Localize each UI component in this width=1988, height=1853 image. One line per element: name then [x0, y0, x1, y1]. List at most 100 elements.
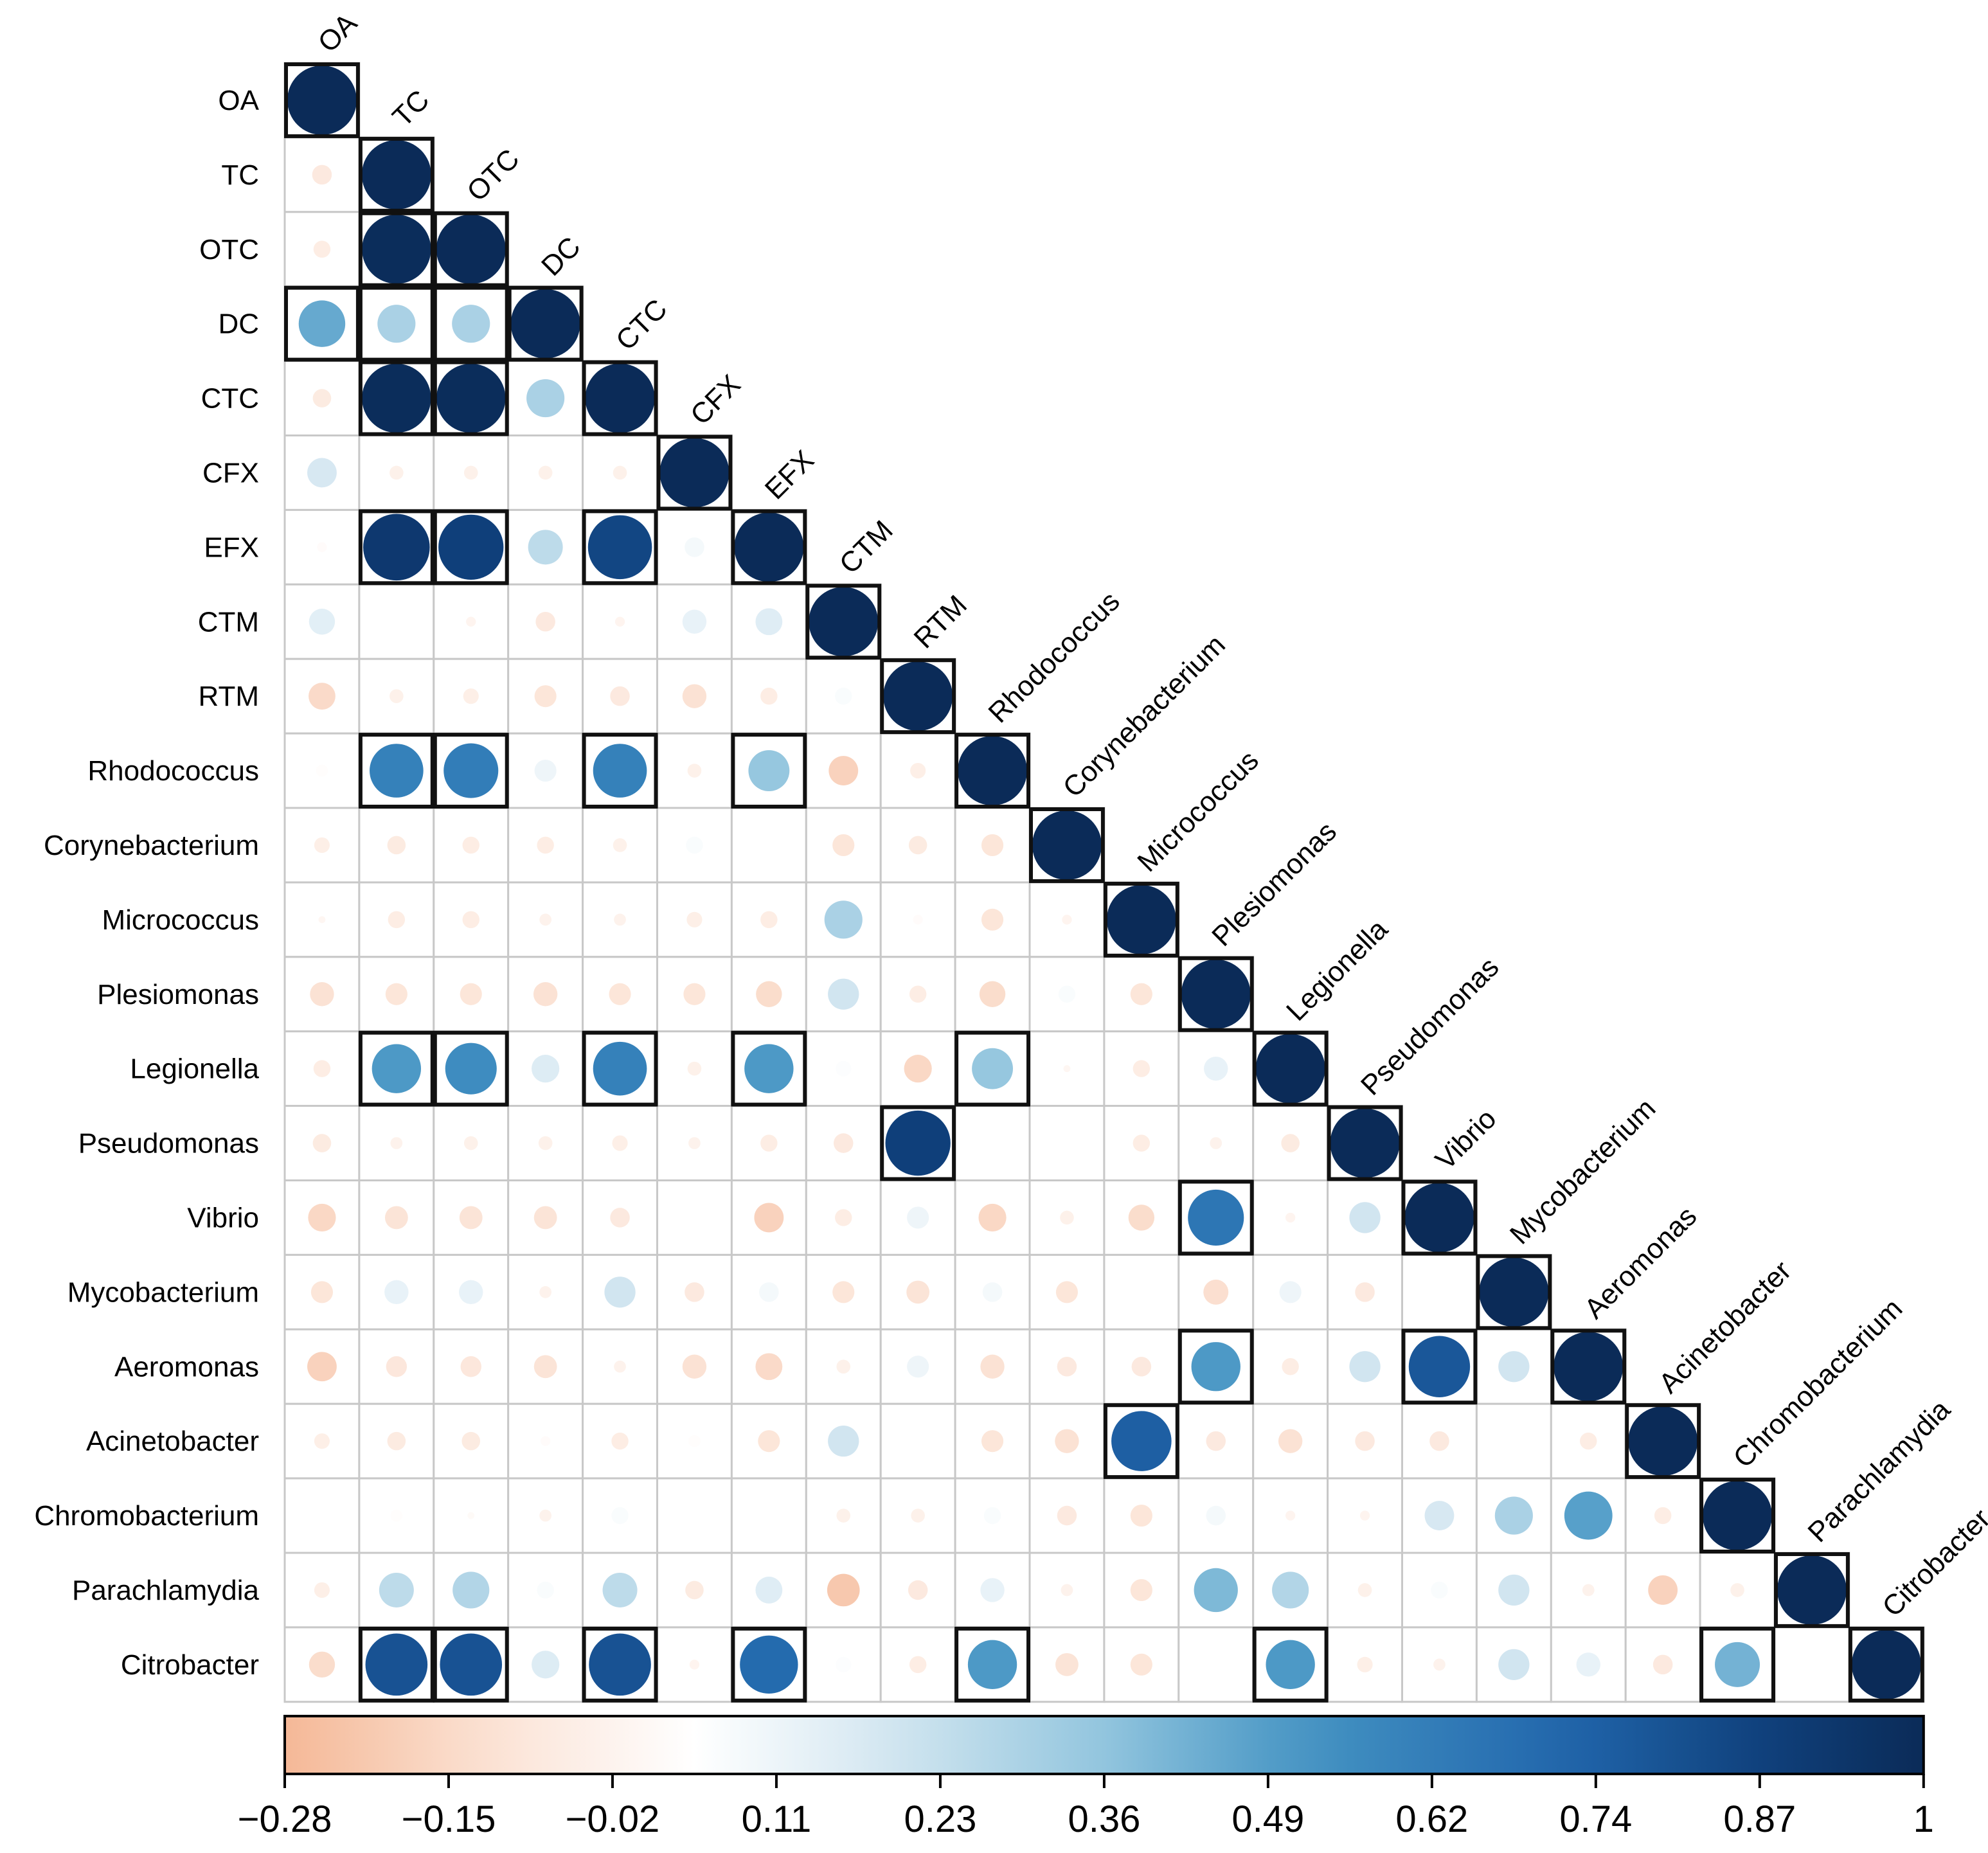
correlation-circle-Citrobacter-Legionella — [1266, 1640, 1315, 1690]
colorbar-tick-label: 0.23 — [904, 1798, 976, 1840]
correlation-circle-Aeromonas-Aeromonas — [1554, 1332, 1624, 1402]
correlation-circle-Corynebacterium-CTC — [613, 838, 627, 852]
correlation-circle-Chromobacterium-Legionella — [1285, 1510, 1296, 1521]
correlation-circle-RTM-TC — [390, 689, 404, 703]
significance-box — [731, 1030, 807, 1107]
column-label: Plesiomonas — [1206, 816, 1343, 953]
correlation-circle-Mycobacterium-OTC — [459, 1280, 483, 1305]
significance-box — [1774, 1552, 1850, 1628]
correlation-circle-Parachlamydia-Plesiomonas — [1194, 1568, 1238, 1613]
colorbar-tick-label: −0.15 — [402, 1798, 496, 1840]
correlation-circle-Rhodococcus-RTM — [910, 762, 926, 779]
correlation-circle-Aeromonas-OTC — [460, 1356, 481, 1377]
correlation-circle-Mycobacterium-Rhodococcus — [982, 1282, 1003, 1302]
grid-cell — [805, 1402, 882, 1480]
correlation-circle-Chromobacterium-Aeromonas — [1564, 1491, 1613, 1540]
column-label: Vibrio — [1429, 1103, 1503, 1176]
significance-box — [731, 1626, 807, 1703]
correlation-circle-Acinetobacter-OA — [314, 1433, 330, 1449]
correlation-circle-CFX-DC — [538, 465, 553, 480]
correlation-circle-Citrobacter-Vibrio — [1433, 1658, 1446, 1671]
significance-box — [582, 360, 658, 436]
correlation-circle-EFX-OA — [317, 542, 327, 552]
correlation-circle-RTM-OA — [309, 683, 336, 710]
correlation-circle-Acinetobacter-CFX — [688, 1435, 701, 1447]
correlation-circle-Mycobacterium-Mycobacterium — [1479, 1257, 1549, 1327]
correlation-circle-Aeromonas-Plesiomonas — [1191, 1342, 1240, 1392]
correlation-circle-Aeromonas-Vibrio — [1408, 1336, 1471, 1397]
significance-box — [1252, 1626, 1329, 1703]
significance-box — [433, 1030, 509, 1107]
correlation-circle-Rhodococcus-OTC — [443, 743, 499, 798]
significance-box — [1401, 1329, 1478, 1405]
correlation-circle-Chromobacterium-Pseudomonas — [1359, 1510, 1370, 1521]
row-label: CTM — [198, 606, 259, 638]
row-label: Micrococcus — [102, 904, 260, 936]
significance-box — [582, 1030, 658, 1107]
significance-box — [358, 136, 434, 213]
correlation-circle-Plesiomonas-Micrococcus — [1130, 983, 1152, 1005]
correlation-circle-Plesiomonas-Rhodococcus — [979, 981, 1006, 1007]
correlation-circle-Vibrio-Legionella — [1285, 1212, 1296, 1223]
significance-box — [954, 733, 1030, 809]
correlation-circle-Aeromonas-Mycobacterium — [1498, 1351, 1530, 1383]
colorbar-tick-label: 0.87 — [1723, 1798, 1796, 1840]
correlation-circle-RTM-CFX — [682, 684, 707, 708]
correlation-circle-Plesiomonas-TC — [385, 983, 407, 1005]
row-label: Parachlamydia — [72, 1575, 260, 1606]
correlation-circle-Pseudomonas-DC — [538, 1136, 553, 1150]
correlation-circle-Micrococcus-DC — [539, 913, 552, 926]
correlation-circle-RTM-OTC — [463, 688, 479, 704]
grid-cell — [1103, 1253, 1180, 1330]
correlation-circle-Parachlamydia-OTC — [452, 1571, 490, 1609]
colorbar-tick-label: 0.11 — [742, 1798, 812, 1840]
correlation-circle-Parachlamydia-CFX — [685, 1580, 704, 1600]
row-label: CFX — [202, 457, 259, 488]
correlation-circle-Chromobacterium-CTC — [611, 1507, 629, 1525]
correlation-circle-CFX-TC — [390, 465, 404, 480]
colorbar-tick-label: 0.74 — [1559, 1798, 1632, 1840]
correlation-circle-Pseudomonas-RTM — [885, 1110, 951, 1176]
correlation-circle-Aeromonas-Pseudomonas — [1349, 1351, 1381, 1383]
row-label: OTC — [199, 234, 259, 265]
correlation-circle-Legionella-Micrococcus — [1133, 1060, 1151, 1077]
correlation-circle-Citrobacter-Pseudomonas — [1357, 1656, 1373, 1672]
grid-cell — [1028, 1105, 1106, 1181]
column-label: Rhodococcus — [982, 586, 1125, 729]
correlation-circle-Parachlamydia-RTM — [908, 1580, 928, 1600]
correlation-circle-EFX-EFX — [734, 512, 804, 582]
correlation-circle-Citrobacter-OA — [309, 1651, 336, 1678]
correlation-circle-Plesiomonas-CTM — [828, 978, 859, 1010]
column-label: Citrobacter — [1876, 1503, 1988, 1623]
row-label: RTM — [198, 681, 259, 712]
correlation-circle-EFX-TC — [363, 514, 430, 581]
correlation-circle-Citrobacter-DC — [532, 1651, 560, 1679]
significance-boxes — [284, 62, 1924, 1703]
column-label: DC — [535, 231, 587, 282]
column-label: Parachlamydia — [1802, 1393, 1957, 1548]
correlation-circle-TC-TC — [361, 139, 431, 210]
grid-cell — [283, 508, 361, 586]
grid-cell — [283, 1477, 361, 1554]
significance-box — [880, 1105, 956, 1181]
correlation-circle-DC-DC — [510, 289, 580, 359]
significance-box — [1401, 1179, 1478, 1256]
significance-box — [1699, 1626, 1776, 1703]
correlation-circle-Legionella-DC — [532, 1055, 560, 1083]
correlation-circle-RTM-CTM — [835, 687, 852, 705]
correlation-circle-Citrobacter-Aeromonas — [1576, 1652, 1600, 1677]
colorbar-legend: −0.28 −0.15 −0.02 0.11 0.23 0.36 0.49 0.62 0.74 0… — [238, 1715, 1934, 1840]
significance-box — [656, 434, 733, 511]
correlation-circle-Mycobacterium-CTM — [832, 1281, 855, 1303]
correlation-circle-DC-OTC — [452, 305, 490, 343]
correlation-circle-Parachlamydia-Legionella — [1272, 1571, 1309, 1609]
significance-box — [1252, 1030, 1329, 1107]
significance-box — [1178, 956, 1254, 1032]
column-label: Acinetobacter — [1653, 1255, 1798, 1399]
correlation-circle-Parachlamydia-OA — [314, 1582, 330, 1598]
correlation-circle-Rhodococcus-CTC — [593, 744, 647, 798]
correlation-circle-Acinetobacter-Plesiomonas — [1206, 1431, 1226, 1451]
correlation-circle-Citrobacter-Chromobacterium — [1715, 1642, 1760, 1687]
column-label: Corynebacterium — [1057, 629, 1231, 804]
correlation-circle-Pseudomonas-Pseudomonas — [1330, 1108, 1400, 1178]
